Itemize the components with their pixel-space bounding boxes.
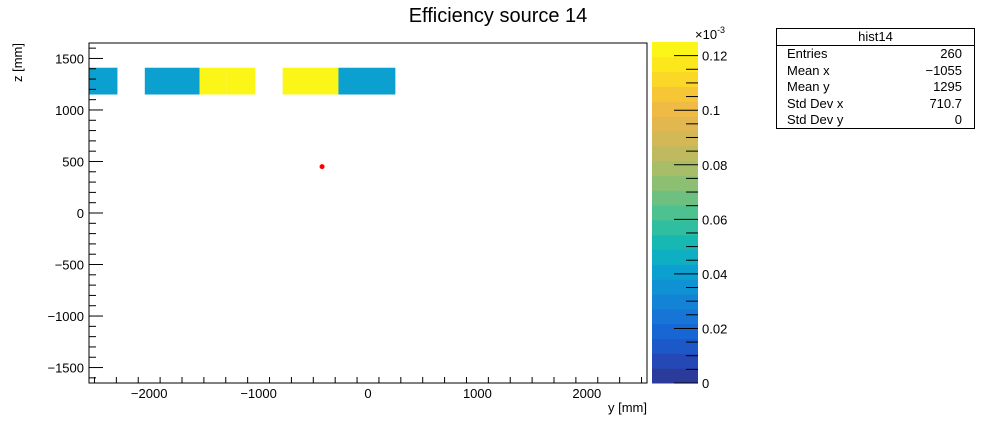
x-tick-label: −1000 (240, 386, 277, 401)
stats-label: Mean x (787, 62, 830, 78)
y-axis-ticks: −1500 −1000 −500 0 500 1000 1500 (47, 47, 103, 379)
palette-segment (652, 101, 698, 117)
stats-label: Mean y (787, 79, 830, 95)
stats-label: Std Dev x (787, 95, 844, 111)
stats-row: Mean x −1055 (777, 63, 974, 80)
z-tick-label: 0.1 (702, 103, 720, 118)
z-tick-label: 0.08 (702, 158, 727, 173)
palette-segment (652, 353, 698, 369)
z-exponent-label: ×10-3 (695, 25, 725, 42)
data-marker (319, 164, 325, 170)
palette-segment (652, 130, 698, 147)
palette-segment (652, 86, 698, 102)
y-axis-label: z [mm] (10, 43, 25, 82)
stats-label: Std Dev y (787, 112, 844, 128)
heatmap-cell (89, 67, 118, 95)
palette-segment (652, 368, 698, 384)
palette-segment (652, 219, 698, 236)
z-exponent-power: -3 (717, 25, 725, 35)
z-tick-label: 0.06 (702, 212, 727, 227)
heatmap-cell (282, 67, 339, 95)
y-tick-label: 1500 (55, 51, 84, 66)
stats-value: 1295 (933, 79, 962, 95)
palette-segment (652, 56, 698, 73)
x-axis-ticks: −2000 −1000 0 1000 2000 (93, 377, 643, 401)
z-tick-label: 0.02 (702, 321, 727, 336)
z-exponent-base: ×10 (695, 27, 717, 42)
palette-segment (652, 323, 698, 340)
palette-segment (652, 279, 698, 295)
y-tick-label: 0 (77, 206, 84, 221)
y-tick-label: −1000 (47, 309, 84, 324)
palette-segment (652, 294, 698, 310)
palette-segment (652, 116, 698, 132)
stats-row: Std Dev y 0 (777, 112, 974, 129)
stats-row: Mean y 1295 (777, 79, 974, 96)
stats-label: Entries (787, 46, 828, 61)
z-axis-ticks: 0 0.02 0.04 0.06 0.08 0.1 0.12 (674, 49, 727, 391)
palette-segment (652, 175, 698, 191)
y-tick-label: −1500 (47, 361, 84, 376)
palette-segment (652, 42, 698, 58)
stats-row: Std Dev x 710.7 (777, 96, 974, 113)
palette-segment (652, 190, 698, 206)
x-tick-label: 1000 (463, 386, 492, 401)
stats-row: Entries 260 (777, 46, 974, 63)
y-tick-label: 1000 (55, 103, 84, 118)
y-tick-label: 500 (62, 154, 84, 169)
palette-segment (652, 205, 698, 221)
heatmap-cell (199, 67, 227, 95)
x-tick-label: 2000 (572, 386, 601, 401)
heatmap-cells (89, 67, 396, 95)
palette-segment (652, 234, 698, 251)
stats-value: −1055 (925, 62, 962, 78)
z-tick-label: 0 (702, 376, 709, 391)
x-tick-label: −2000 (131, 386, 168, 401)
stats-title: hist14 (777, 29, 974, 46)
heatmap-cell (338, 67, 396, 95)
color-palette (652, 42, 698, 384)
z-tick-label: 0.12 (702, 49, 727, 64)
z-tick-label: 0.04 (702, 267, 727, 282)
palette-segment (652, 160, 698, 176)
palette-segment (652, 71, 698, 87)
heatmap-cell (226, 67, 256, 95)
heatmap-cell (144, 67, 200, 95)
stats-value: 260 (940, 46, 962, 61)
palette-segment (652, 308, 698, 325)
y-tick-label: −500 (55, 258, 84, 273)
stats-rows: Entries 260 Mean x −1055 Mean y 1295 Std Dev x… (777, 46, 974, 129)
stats-box: hist14 Entries 260 Mean x −1055 Mean y 1295 St… (776, 28, 975, 129)
stats-value: 710.7 (929, 95, 962, 111)
palette-segment (652, 249, 698, 265)
stats-value: 0 (954, 112, 962, 128)
palette-segment (652, 264, 698, 280)
x-tick-label: 0 (364, 386, 371, 401)
x-axis-label: y [mm] (608, 400, 647, 415)
palette-segment (652, 338, 698, 354)
marker-layer (319, 164, 325, 170)
palette-segment (652, 145, 698, 162)
chart-title: Efficiency source 14 (409, 5, 588, 27)
